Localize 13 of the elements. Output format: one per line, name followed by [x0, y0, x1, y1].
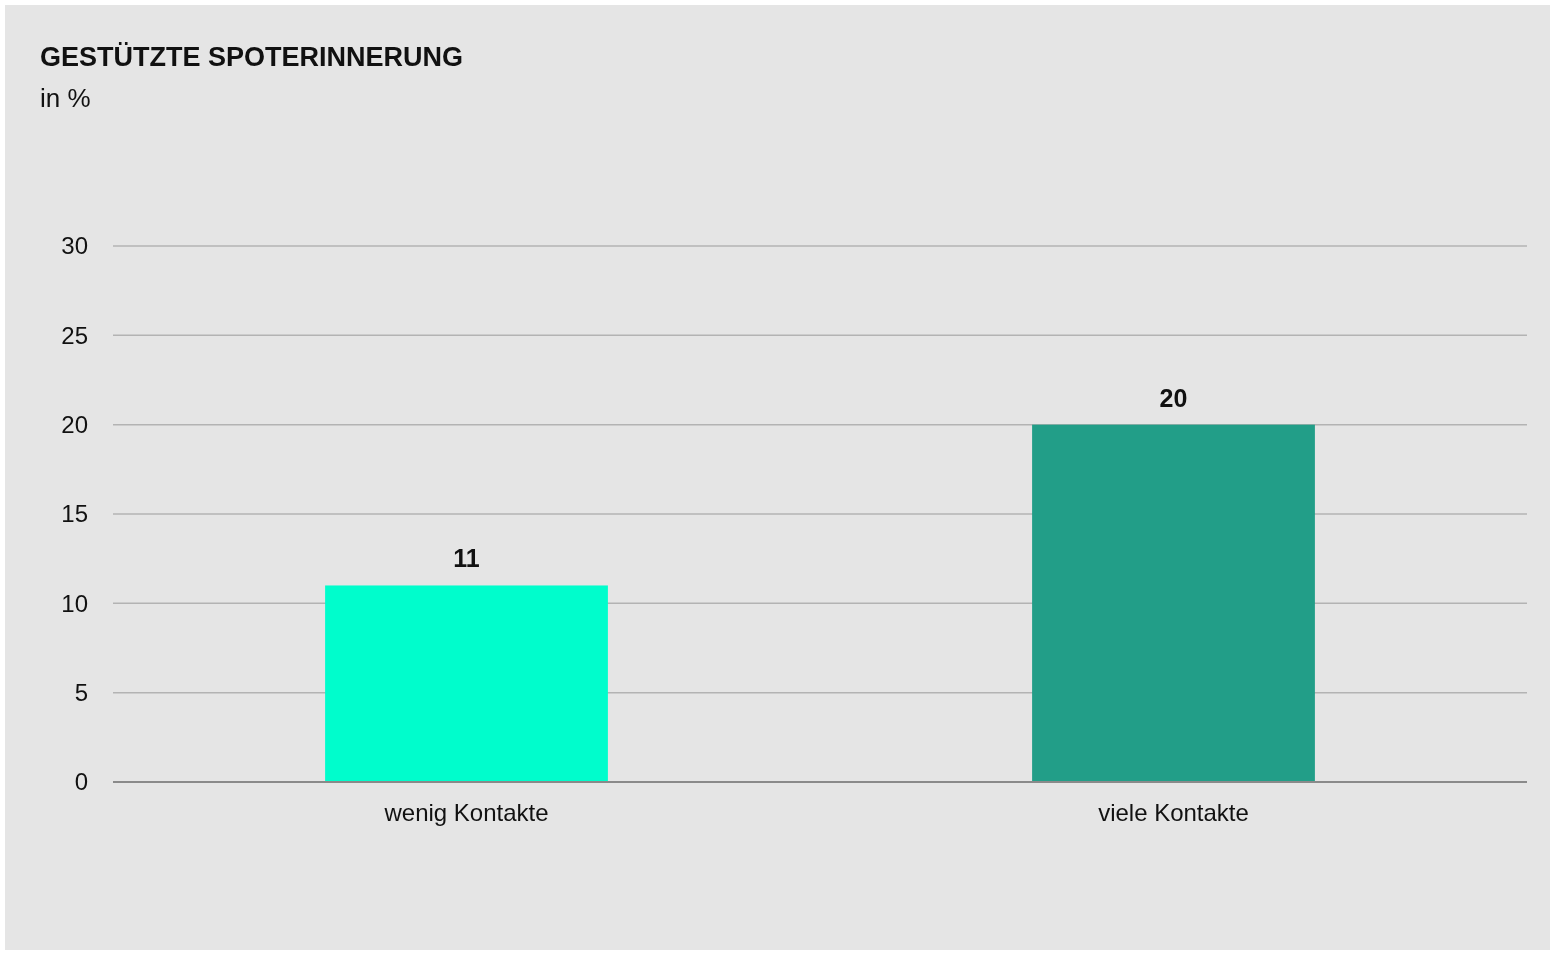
y-tick-label: 15	[61, 500, 88, 528]
x-tick-label: wenig Kontakte	[383, 799, 549, 827]
chart-title: GESTÜTZTE SPOTERINNERUNG	[40, 42, 464, 72]
data-label: 11	[453, 544, 480, 573]
chart-subtitle: in %	[40, 83, 91, 113]
y-tick-label: 0	[74, 768, 88, 796]
y-tick-label: 20	[61, 410, 88, 438]
x-tick-label: viele Kontakte	[1098, 799, 1249, 827]
data-label: 20	[1159, 383, 1188, 412]
y-tick-label: 10	[61, 589, 88, 617]
y-tick-label: 25	[61, 321, 88, 349]
y-tick-label: 30	[61, 232, 88, 260]
y-tick-label: 5	[74, 678, 88, 706]
